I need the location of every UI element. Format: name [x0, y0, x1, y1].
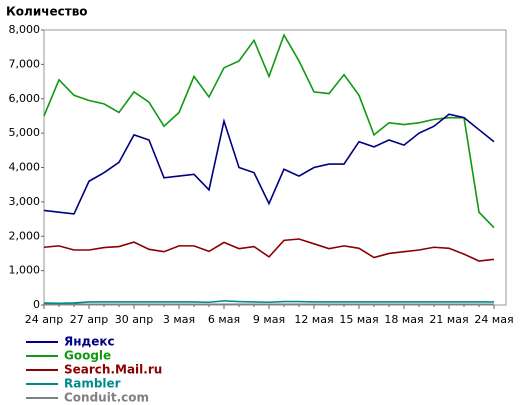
legend-label: Яндекс — [64, 335, 115, 349]
legend-label: Search.Mail.ru — [64, 363, 162, 377]
y-tick-label: 1,000 — [9, 264, 41, 277]
x-tick-label: 21 мая — [429, 313, 468, 326]
x-tick-label: 3 мая — [163, 313, 195, 326]
y-tick-label: 8,000 — [9, 23, 41, 36]
x-tick-label: 9 мая — [253, 313, 285, 326]
series-line — [43, 238, 495, 262]
y-tick-label: 0 — [33, 298, 40, 311]
y-tick-label: 6,000 — [9, 92, 41, 105]
y-tick-label: 4,000 — [9, 161, 41, 174]
plot-frame — [43, 29, 507, 306]
y-tick-label: 2,000 — [9, 229, 41, 242]
x-tick-label: 12 мая — [294, 313, 333, 326]
legend-label: Google — [64, 349, 111, 363]
legend-label: Conduit.com — [64, 391, 149, 405]
y-tick-label: 3,000 — [9, 195, 41, 208]
series-line — [43, 113, 495, 215]
series-line — [43, 300, 494, 305]
x-tick-label: 18 мая — [384, 313, 423, 326]
series-line — [43, 33, 495, 229]
chart-title: Количество — [6, 5, 88, 19]
x-tick-label: 24 апр — [25, 313, 63, 326]
y-tick-label: 5,000 — [9, 126, 41, 139]
x-tick-label: 15 мая — [339, 313, 378, 326]
x-tick-label: 6 мая — [208, 313, 240, 326]
legend-label: Rambler — [64, 377, 121, 391]
y-tick-label: 7,000 — [9, 57, 41, 70]
x-tick-label: 27 апр — [70, 313, 108, 326]
x-tick-label: 24 мая — [474, 313, 513, 326]
x-tick-label: 30 апр — [115, 313, 153, 326]
